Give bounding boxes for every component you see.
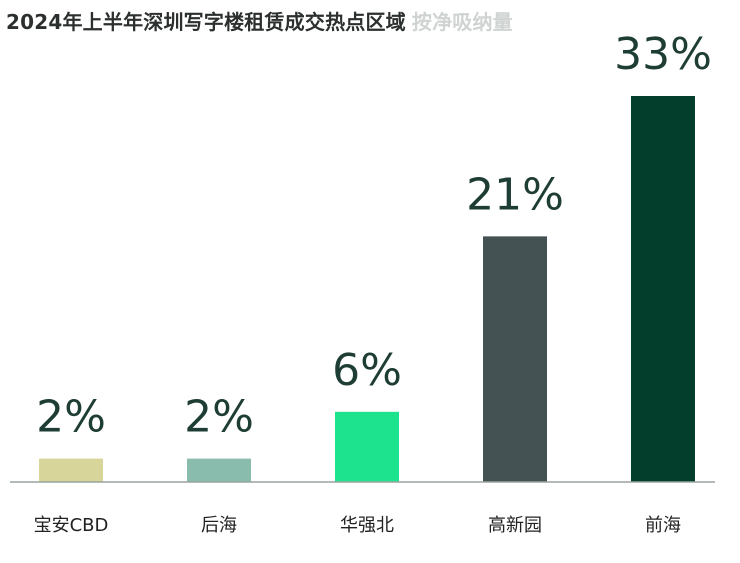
value-label-0: 2% [36, 392, 106, 443]
category-label-1: 后海 [201, 515, 237, 536]
bar-0 [39, 458, 103, 482]
value-labels-group: 2% 2% 6% 21% 33% [36, 29, 712, 443]
value-label-1: 2% [184, 392, 254, 443]
bars-group [39, 96, 695, 482]
bar-2 [335, 411, 399, 482]
bar-3 [483, 236, 547, 482]
chart-subtitle: 按净吸纳量 [411, 10, 513, 34]
value-label-2: 6% [332, 345, 402, 396]
chart-title: 2024年上半年深圳写字楼租赁成交热点区域 按净吸纳量 [6, 6, 513, 35]
bar-1 [187, 458, 251, 482]
chart-title-main: 2024年上半年深圳写字楼租赁成交热点区域 [6, 10, 406, 34]
category-label-4: 前海 [645, 515, 681, 536]
category-labels-group: 宝安CBD 后海 华强北 高新园 前海 [34, 515, 681, 536]
bar-4 [631, 96, 695, 482]
category-label-2: 华强北 [340, 515, 394, 536]
category-label-0: 宝安CBD [34, 515, 109, 536]
value-label-3: 21% [466, 169, 564, 220]
value-label-4: 33% [614, 29, 712, 80]
category-label-3: 高新园 [488, 515, 542, 536]
